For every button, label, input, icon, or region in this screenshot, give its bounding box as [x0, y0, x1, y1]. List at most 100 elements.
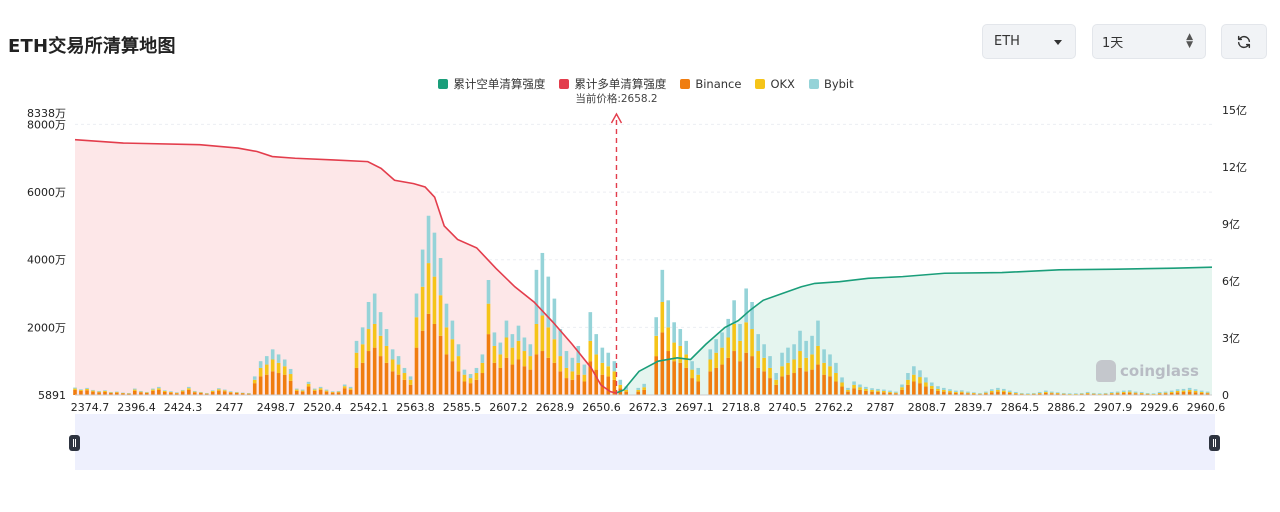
bar-bybit — [989, 389, 994, 391]
bar-okx — [1175, 390, 1180, 393]
bar-binance — [726, 357, 731, 395]
bar-okx — [894, 392, 898, 394]
bar-okx — [996, 389, 1000, 392]
refresh-button[interactable] — [1221, 24, 1267, 59]
bar-okx — [282, 366, 287, 375]
bar-binance — [258, 376, 263, 395]
bar-bybit — [109, 391, 113, 393]
symbol-select[interactable]: ETH — [982, 24, 1076, 59]
bar-okx — [115, 391, 119, 393]
bar-binance — [456, 371, 461, 395]
bar-binance — [426, 313, 431, 395]
bar-bybit — [552, 298, 557, 340]
bar-bybit — [1145, 392, 1150, 394]
bar-okx — [1145, 393, 1150, 395]
bar-okx — [666, 327, 671, 352]
x-tick-label: 2396.4 — [117, 401, 156, 414]
bar-bybit — [342, 384, 347, 387]
bar-bybit — [79, 389, 83, 390]
bar-okx — [210, 390, 215, 392]
bar-bybit — [510, 334, 515, 348]
bar-binance — [288, 380, 293, 395]
bar-okx — [546, 327, 551, 358]
range-handle-right[interactable] — [1209, 435, 1220, 451]
bar-binance — [828, 376, 832, 395]
x-tick-label: 2628.9 — [536, 401, 575, 414]
legend-item-binance[interactable]: Binance — [680, 76, 741, 92]
bar-binance — [1061, 393, 1066, 395]
legend-item-bybit[interactable]: Bybit — [808, 76, 854, 92]
bar-binance — [540, 351, 545, 395]
bar-binance — [294, 390, 299, 395]
legend-item-short[interactable]: 累计空单清算强度 — [438, 76, 545, 92]
bar-okx — [516, 340, 521, 360]
bar-okx — [1061, 393, 1066, 395]
chevron-down-icon — [1054, 40, 1062, 45]
bar-okx — [540, 315, 545, 352]
bar-bybit — [1109, 391, 1114, 393]
bar-binance — [222, 391, 227, 395]
bar-okx — [432, 276, 437, 324]
bar-bybit — [1007, 390, 1012, 392]
bar-bybit — [504, 320, 509, 338]
bar-binance — [145, 392, 149, 395]
bar-okx — [396, 364, 401, 375]
legend-item-long[interactable]: 累计多单清算强度 — [559, 76, 666, 92]
bar-binance — [882, 392, 886, 395]
range-handle-left[interactable] — [69, 435, 80, 451]
bar-binance — [109, 392, 113, 395]
bar-bybit — [234, 391, 239, 393]
bar-okx — [816, 345, 820, 365]
bar-bybit — [474, 367, 479, 374]
bar-binance — [989, 392, 994, 395]
bar-okx — [558, 356, 563, 372]
bar-binance — [204, 393, 209, 395]
bar-okx — [744, 322, 748, 353]
bar-binance — [858, 389, 862, 395]
bar-bybit — [714, 339, 718, 353]
bar-binance — [870, 391, 874, 395]
bar-bybit — [498, 342, 503, 355]
y-left-tick-label: 6000万 — [27, 186, 66, 199]
bar-binance — [816, 364, 820, 395]
bar-binance — [558, 371, 563, 395]
bar-bybit — [726, 318, 731, 338]
bar-bybit — [858, 384, 862, 388]
bar-bybit — [978, 392, 982, 394]
bar-bybit — [870, 388, 874, 390]
bar-bybit — [1079, 392, 1084, 394]
bar-bybit — [798, 330, 802, 352]
bar-binance — [930, 388, 934, 395]
bar-bybit — [768, 356, 772, 368]
bar-okx — [1074, 393, 1078, 395]
bar-okx — [762, 357, 766, 372]
bar-okx — [492, 345, 497, 363]
bar-bybit — [204, 392, 209, 394]
bar-bybit — [906, 373, 910, 380]
bar-okx — [187, 388, 191, 390]
range-selector[interactable] — [75, 414, 1215, 470]
bar-bybit — [1097, 393, 1102, 394]
bar-okx — [1139, 392, 1144, 394]
bar-binance — [438, 335, 443, 395]
bar-okx — [480, 362, 485, 374]
legend-item-okx[interactable]: OKX — [755, 76, 795, 92]
bar-okx — [552, 339, 557, 363]
bar-binance — [636, 391, 641, 395]
bar-okx — [1193, 390, 1198, 393]
y-left-tick-label: 8338万 — [27, 107, 66, 120]
bar-binance — [121, 393, 125, 395]
bar-okx — [834, 373, 838, 382]
timeframe-select[interactable]: 1天 ▲ ▼ — [1092, 24, 1206, 59]
bar-okx — [642, 387, 646, 390]
bar-binance — [282, 374, 287, 395]
coinglass-logo-icon — [1096, 360, 1116, 382]
bar-binance — [1175, 392, 1180, 395]
bar-bybit — [145, 391, 149, 393]
bar-bybit — [708, 349, 713, 360]
bar-okx — [300, 390, 305, 392]
bar-bybit — [162, 390, 167, 391]
bar-okx — [288, 374, 293, 381]
bar-okx — [145, 392, 149, 393]
bar-bybit — [468, 374, 473, 379]
